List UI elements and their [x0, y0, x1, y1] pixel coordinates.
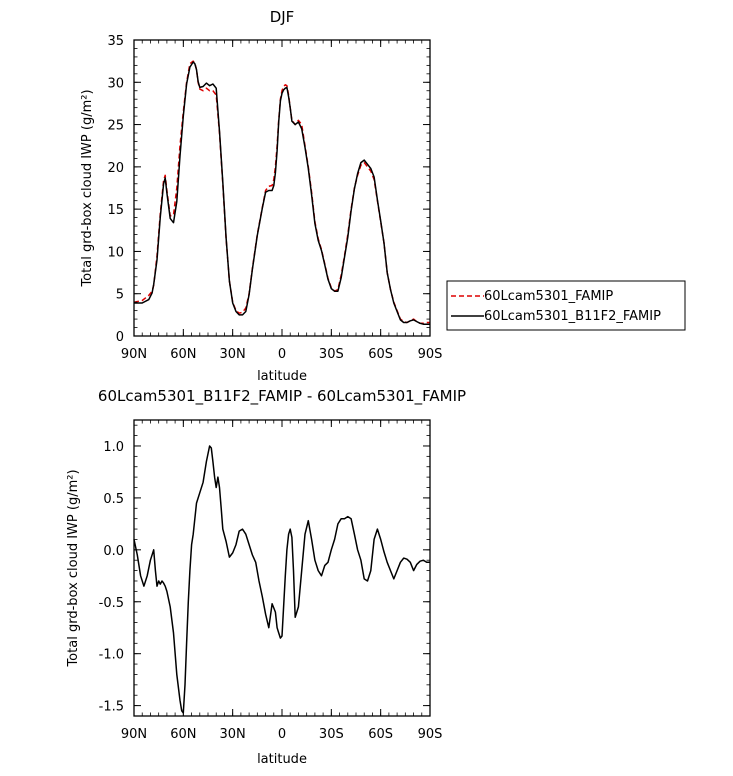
chart-title: DJF: [270, 8, 295, 26]
y-tick-label: -1.5: [99, 700, 124, 715]
y-tick-label: 1.0: [103, 440, 124, 455]
legend: 60Lcam5301_FAMIP 60Lcam5301_B11F2_FAMIP: [446, 280, 686, 331]
plot-frame: [133, 419, 431, 717]
series-line-1: [133, 60, 430, 325]
legend-label-series-1: 60Lcam5301_FAMIP: [484, 289, 613, 304]
x-tick-label: 0: [278, 347, 286, 362]
tick-marks: [133, 39, 431, 337]
y-tick-label: 25: [107, 119, 124, 134]
tick-marks: [133, 420, 431, 717]
legend-label-series-2: 60Lcam5301_B11F2_FAMIP: [484, 309, 661, 324]
x-tick-label: 90S: [418, 347, 443, 362]
y-tick-label: 0.0: [103, 544, 124, 559]
y-tick-label: 5: [116, 288, 124, 303]
y-axis-label: Total grd-box cloud IWP (g/m²): [66, 469, 81, 667]
x-axis-label: latitude: [257, 369, 307, 384]
y-tick-label: -0.5: [99, 596, 124, 611]
x-tick-label: 90N: [121, 347, 147, 362]
y-tick-label: 15: [107, 203, 124, 218]
x-tick-label: 30S: [319, 347, 344, 362]
x-tick-label: 90N: [121, 727, 147, 742]
x-tick-label: 60N: [170, 347, 196, 362]
y-tick-label: 35: [107, 34, 124, 49]
x-tick-label: 90S: [418, 727, 443, 742]
y-tick-label: 30: [107, 76, 124, 91]
y-tick-label: -1.0: [99, 648, 124, 663]
plot-lines: [133, 60, 430, 325]
y-tick-label: 20: [107, 161, 124, 176]
chart-panel-difference: 60Lcam5301_B11F2_FAMIP - 60Lcam5301_FAMI…: [66, 387, 466, 767]
x-tick-label: 60N: [170, 727, 196, 742]
x-tick-label: 60S: [368, 727, 393, 742]
chart-panel-djf: DJF 0 5 10 15 20 25 30 35 90N 60N 30N 0 30S 60S 90S l…: [80, 8, 686, 384]
x-tick-label: 30N: [220, 727, 246, 742]
x-axis-label: latitude: [257, 752, 307, 767]
x-tick-label: 60S: [368, 347, 393, 362]
y-tick-label: 0: [116, 330, 124, 345]
legend-box: [446, 280, 686, 331]
x-tick-label: 0: [278, 727, 286, 742]
plot-lines: [133, 445, 430, 714]
x-tick-label: 30S: [319, 727, 344, 742]
chart-title: 60Lcam5301_B11F2_FAMIP - 60Lcam5301_FAMI…: [98, 387, 466, 406]
x-tick-label: 30N: [220, 347, 246, 362]
series-line-1: [133, 445, 430, 714]
series-line-2: [134, 61, 430, 325]
y-tick-label: 0.5: [103, 492, 124, 507]
y-tick-label: 10: [107, 245, 124, 260]
y-axis-label: Total grd-box cloud IWP (g/m²): [80, 89, 95, 287]
